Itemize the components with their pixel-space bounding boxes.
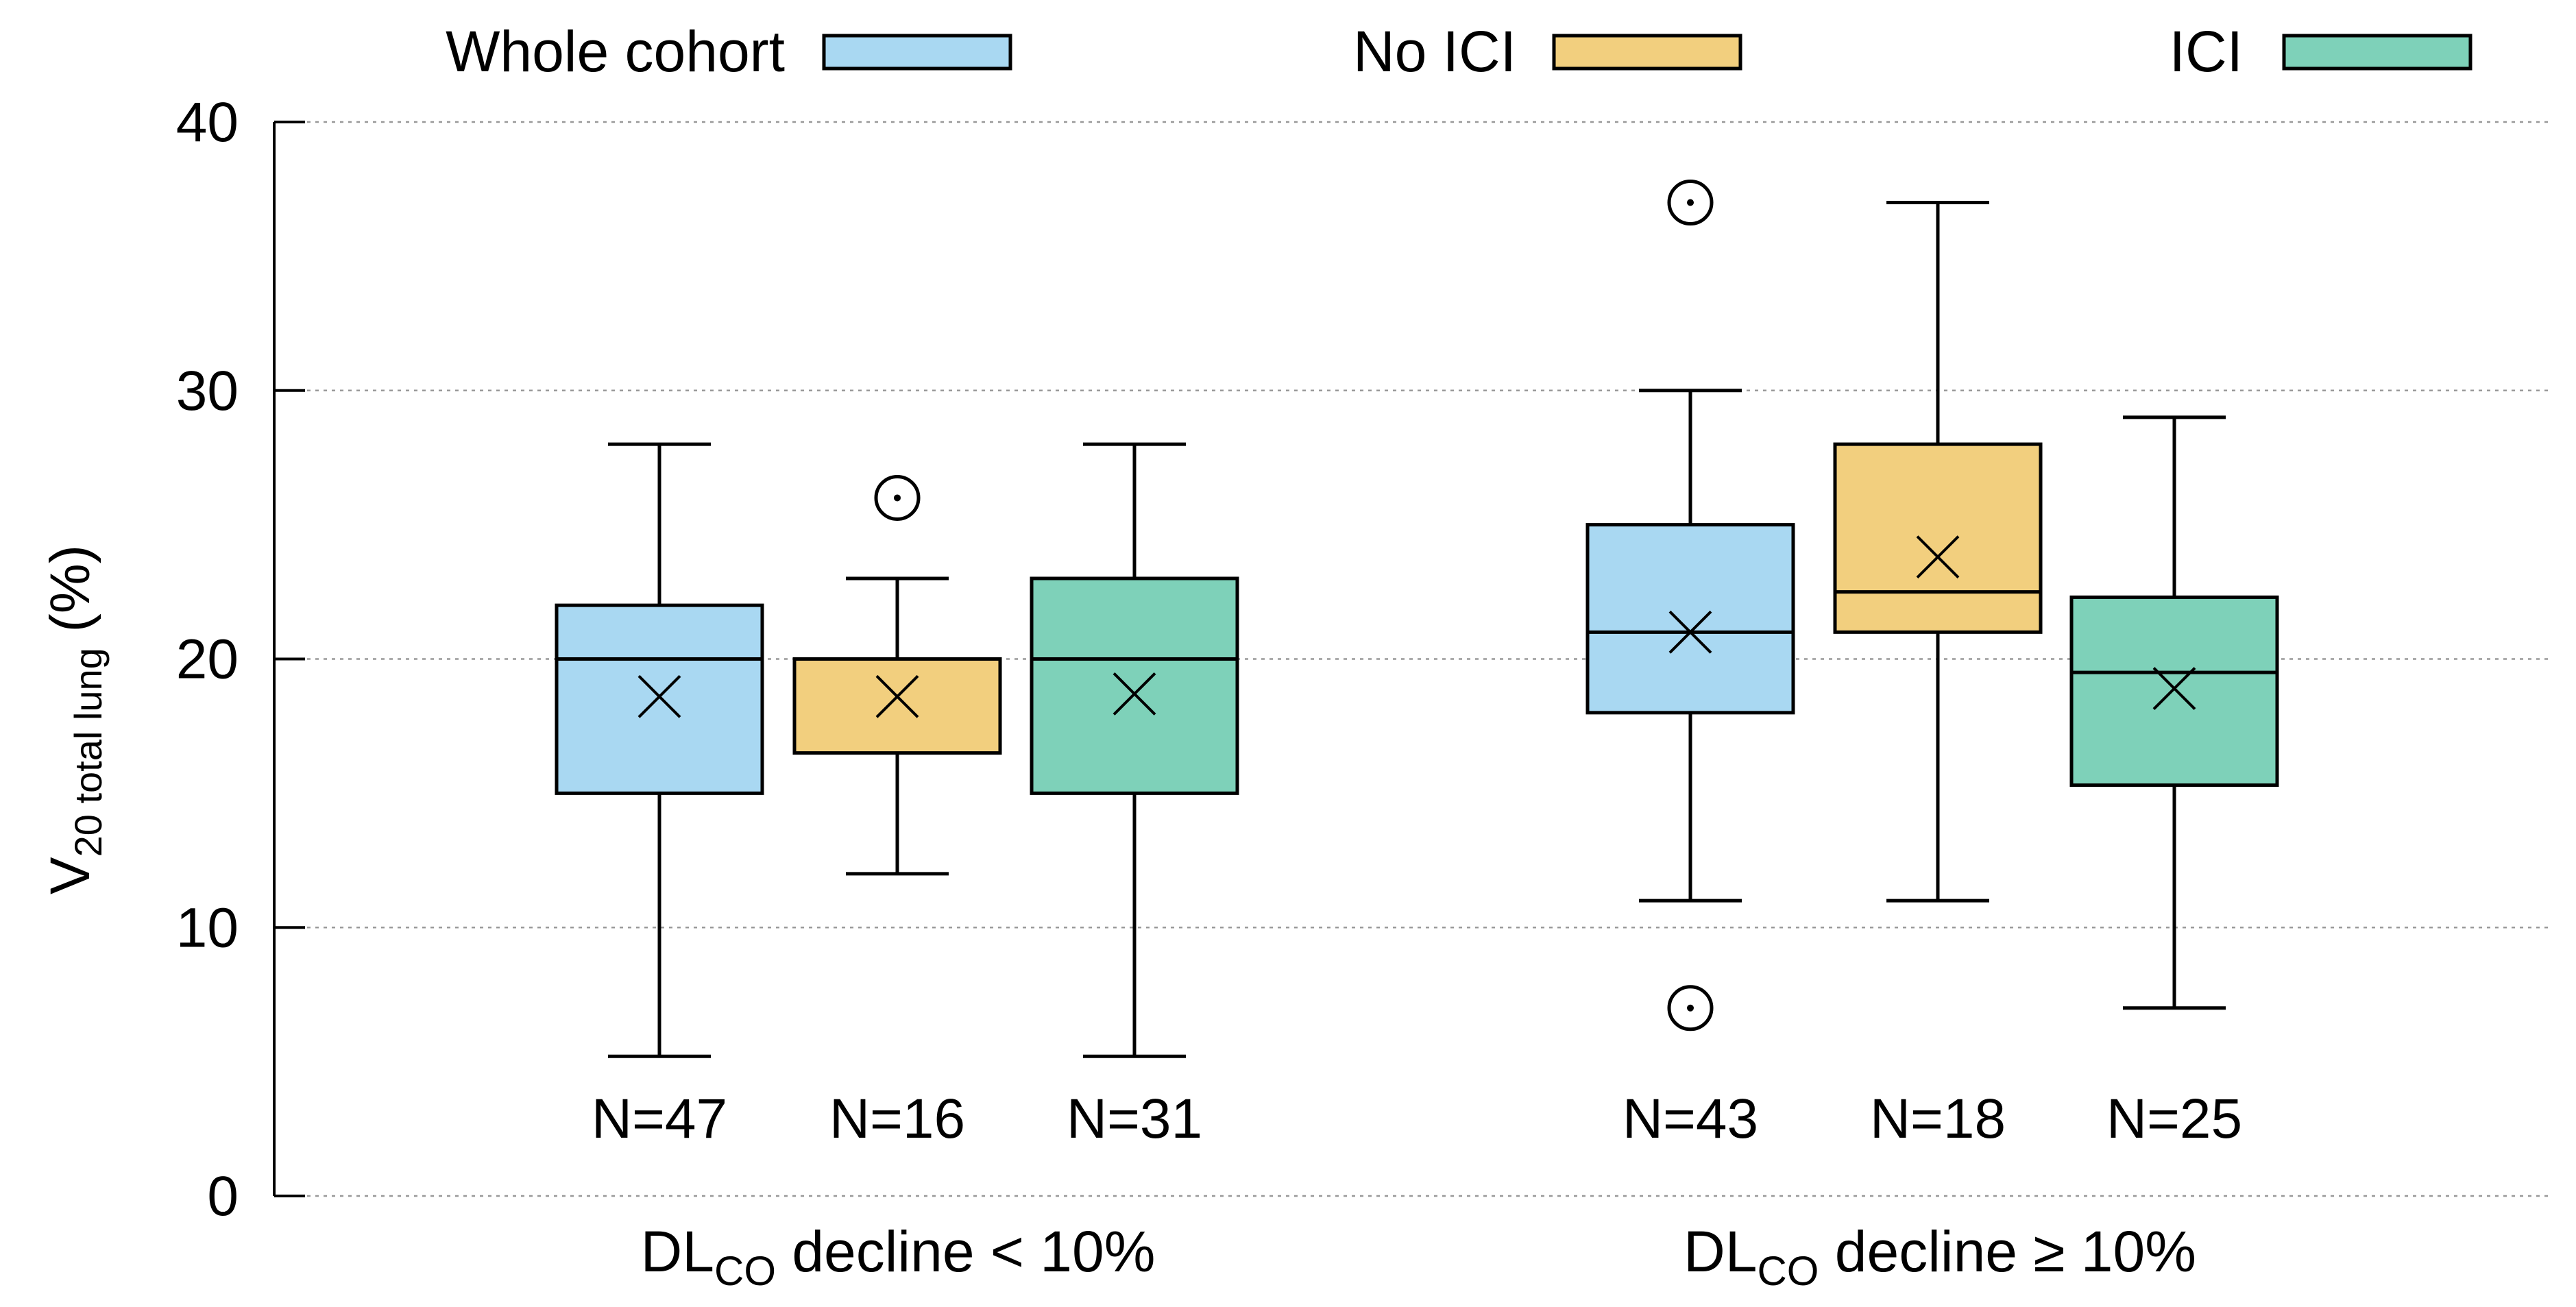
legend-swatch-1 bbox=[1552, 34, 1742, 71]
legend-label-1: No ICI bbox=[1353, 19, 1516, 84]
box-0-2: N=31 bbox=[1030, 442, 1239, 1150]
group-label-0: DLCO decline < 10% bbox=[641, 1219, 1156, 1294]
group-label-rest: decline < 10% bbox=[776, 1219, 1155, 1284]
box-1-2-mean-marker-b bbox=[2152, 667, 2196, 711]
box-0-2-iqr-box bbox=[1030, 576, 1239, 795]
legend-swatch-0 bbox=[822, 34, 1012, 71]
box-1-0-outlier-0 bbox=[1667, 180, 1714, 226]
box-1-0-outlier-1 bbox=[1667, 985, 1714, 1031]
y-tick-label-20: 20 bbox=[176, 628, 239, 691]
group-labels: DLCO decline < 10% DLCO decline ≥ 10% bbox=[641, 1219, 2196, 1294]
box-1-1-iqr-box bbox=[1833, 442, 2043, 634]
box-0-0-mean-marker-b bbox=[637, 674, 681, 718]
legend-label-0: Whole cohort bbox=[446, 19, 785, 84]
box-1-0-mean-marker-b bbox=[1668, 610, 1712, 654]
box-groups: N=47 N=16 N=31 N=43 N=18 N=25 bbox=[555, 180, 2279, 1150]
box-1-0-iqr-box bbox=[1585, 523, 1795, 715]
box-1-1-n-label: N=18 bbox=[1870, 1088, 2006, 1150]
box-0-1-mean-marker-b bbox=[875, 674, 919, 718]
y-axis-title-main: V bbox=[39, 857, 101, 894]
box-1-1-mean-marker-b bbox=[1916, 535, 1960, 579]
legend-label-2: ICI bbox=[2170, 19, 2243, 84]
box-0-1-n-label: N=16 bbox=[829, 1088, 965, 1150]
group-label-rest: decline ≥ 10% bbox=[1819, 1219, 2196, 1284]
box-1-0-outlier-dot-1 bbox=[1687, 1004, 1694, 1012]
box-1-2-n-label: N=25 bbox=[2106, 1088, 2242, 1150]
group-label-sub: CO bbox=[1757, 1248, 1819, 1294]
box-1-0-outlier-dot-0 bbox=[1687, 199, 1694, 206]
group-label-1: DLCO decline ≥ 10% bbox=[1684, 1219, 2196, 1294]
box-0-2-mean-marker-b bbox=[1113, 672, 1156, 716]
legend: Whole cohort No ICI ICI bbox=[446, 19, 2472, 84]
y-tick-label-40: 40 bbox=[176, 91, 239, 154]
y-tick-label-10: 10 bbox=[176, 896, 239, 959]
group-label-main: DL bbox=[1684, 1219, 1757, 1284]
box-0-1: N=16 bbox=[792, 474, 1002, 1150]
box-1-2-iqr-box bbox=[2069, 595, 2279, 787]
y-axis: 0 10 20 30 40 bbox=[176, 91, 305, 1227]
y-tick-label-30: 30 bbox=[176, 360, 239, 422]
box-0-0-iqr-box bbox=[555, 603, 764, 795]
box-0-1-outlier-dot-0 bbox=[894, 494, 901, 502]
y-axis-title: V20 total lung (%) bbox=[39, 545, 110, 894]
y-tick-label-0: 0 bbox=[207, 1165, 239, 1227]
y-axis-title-sub: 20 total lung bbox=[66, 648, 110, 857]
box-1-0-n-label: N=43 bbox=[1623, 1088, 1758, 1150]
box-0-1-iqr-box bbox=[792, 657, 1002, 755]
y-axis-title-suffix: (%) bbox=[39, 545, 101, 648]
box-1-0: N=43 bbox=[1585, 180, 1795, 1150]
box-0-1-outlier-0 bbox=[874, 474, 921, 521]
group-label-main: DL bbox=[641, 1219, 714, 1284]
legend-swatch-2 bbox=[2282, 34, 2472, 71]
group-label-sub: CO bbox=[714, 1248, 776, 1294]
box-1-1: N=18 bbox=[1833, 201, 2043, 1150]
box-0-0-n-label: N=47 bbox=[592, 1088, 727, 1150]
box-0-0: N=47 bbox=[555, 442, 764, 1150]
box-0-2-n-label: N=31 bbox=[1067, 1088, 1202, 1150]
box-1-2: N=25 bbox=[2069, 415, 2279, 1150]
